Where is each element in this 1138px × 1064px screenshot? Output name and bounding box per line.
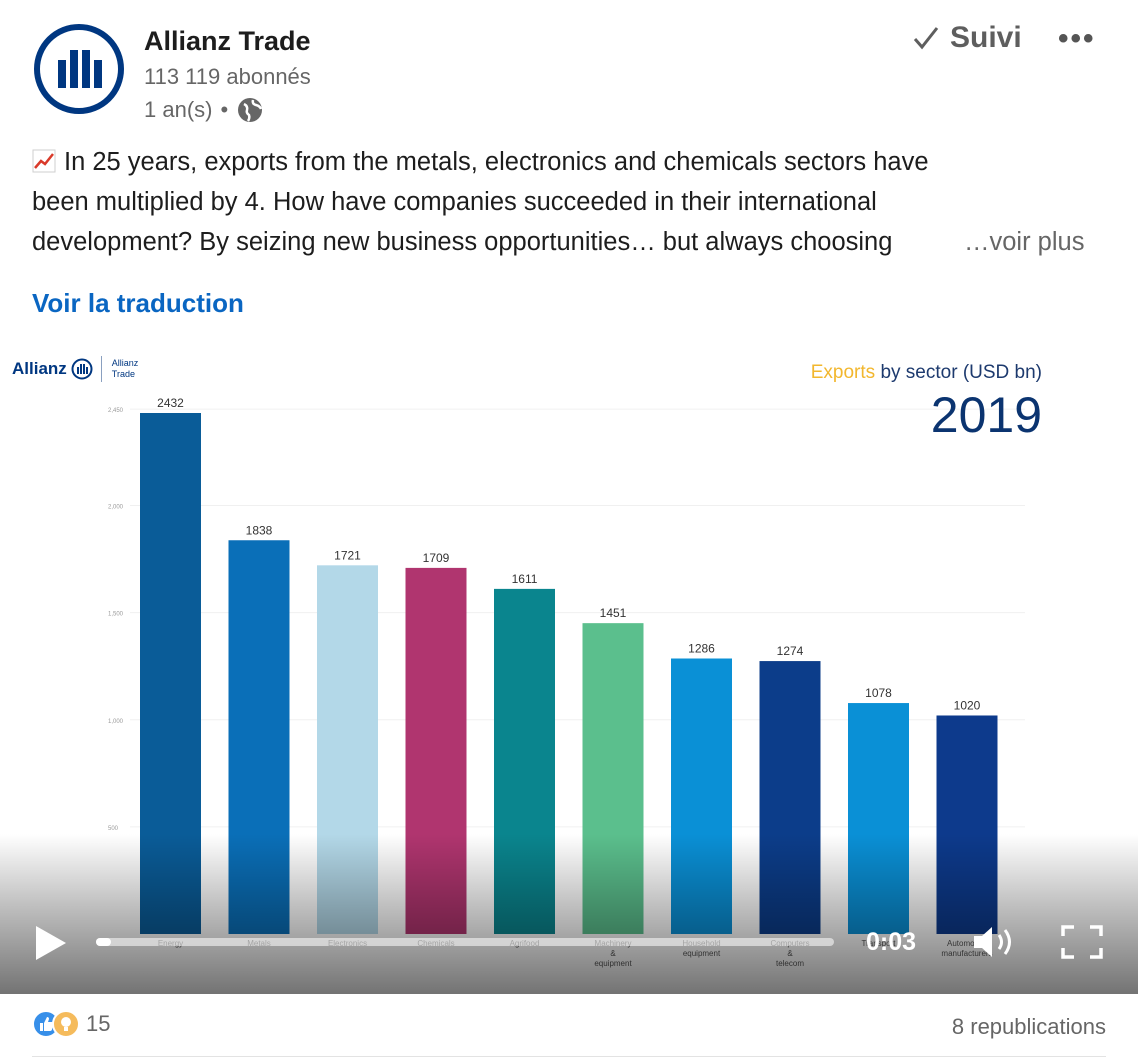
y-tick-label: 2,450 (108, 408, 124, 414)
bar (759, 661, 821, 934)
bar (228, 540, 290, 934)
bar-value-label: 1838 (246, 523, 273, 537)
volume-icon[interactable] (972, 924, 1016, 960)
y-tick-label: 1,000 (108, 719, 124, 725)
reactions-summary[interactable]: 15 (32, 1010, 110, 1038)
post-header: Allianz Trade 113 119 abonnés 1 an(s) • … (0, 0, 1138, 140)
bar (317, 565, 378, 934)
post-text-line-1: In 25 years, exports from the metals, el… (64, 148, 929, 176)
bar (848, 703, 909, 934)
bar (936, 715, 998, 934)
following-button[interactable]: Suivi (912, 18, 1022, 58)
post-footer: 15 8 republications (0, 994, 1138, 1064)
reaction-count: 15 (86, 1011, 111, 1036)
following-label: Suivi (950, 21, 1022, 54)
bar-value-label: 1611 (512, 572, 538, 586)
video-player[interactable]: 2,4502,0001,5001,0005002432Energy1838Met… (0, 334, 1138, 994)
allianz-logo-icon (58, 50, 102, 88)
bar (494, 588, 555, 934)
footer-divider (32, 1056, 1106, 1057)
bar (405, 567, 467, 934)
post-age: 1 an(s) (144, 97, 213, 122)
globe-icon (238, 98, 263, 122)
allianz-eagle-icon (71, 358, 93, 380)
post-text-line-3: development? By seizing new business opp… (32, 228, 893, 256)
lightbulb-icon (52, 1010, 80, 1038)
bar-value-label: 2432 (157, 396, 184, 410)
bar-value-label: 1286 (688, 642, 715, 656)
video-progress-bar[interactable] (96, 938, 834, 946)
bar (671, 658, 732, 934)
video-progress-fill (96, 938, 111, 946)
bar-value-label: 1020 (954, 698, 981, 712)
post-text-line-2: been multiplied by 4. How have companies… (32, 188, 877, 216)
chart-increasing-icon (32, 149, 56, 173)
chart-title: Exports by sector (USD bn) (811, 362, 1042, 384)
checkmark-icon (913, 27, 939, 50)
company-logo[interactable] (34, 24, 124, 114)
repost-count[interactable]: 8 republications (951, 1014, 1106, 1039)
post-text-line: In 25 years, exports from the metals, el… (32, 142, 1107, 182)
bar-value-label: 1451 (600, 606, 627, 620)
meta-separator: • (220, 97, 229, 122)
bar-value-label: 1078 (865, 686, 892, 700)
post-meta: 1 an(s) • (144, 96, 264, 124)
y-tick-label: 500 (108, 826, 119, 832)
chart-year: 2019 (930, 387, 1042, 443)
bar (582, 623, 644, 934)
more-options-button[interactable]: ••• (1058, 22, 1096, 55)
brand-wordmark: Allianz (12, 359, 67, 378)
see-more-link[interactable]: …voir plus (960, 222, 1085, 262)
brand-subtitle: Allianz Trade (112, 358, 139, 380)
y-tick-label: 1,500 (108, 612, 124, 618)
brand-sub-line-2: Trade (111, 369, 135, 379)
y-tick-label: 2,000 (108, 505, 124, 511)
see-translation-link[interactable]: Voir la traduction (32, 288, 244, 318)
post-text-line-3-container: development? By seizing new business opp… (32, 222, 1107, 262)
bar (140, 413, 201, 934)
brand-sub-line-1: Allianz (111, 358, 139, 368)
play-icon[interactable] (34, 924, 68, 962)
chart-title-rest: by sector (USD bn) (875, 362, 1042, 383)
brand-separator (100, 356, 102, 382)
video-brand-logo: Allianz Allianz Trade (12, 356, 138, 382)
fullscreen-icon[interactable] (1060, 924, 1104, 960)
bar-value-label: 1721 (334, 548, 361, 562)
chart-title-highlight: Exports (810, 362, 876, 383)
follower-count: 113 119 abonnés (144, 64, 311, 89)
video-time: 0:03 (866, 928, 917, 956)
bar-value-label: 1709 (423, 551, 450, 565)
post-text: In 25 years, exports from the metals, el… (32, 142, 1107, 262)
bar-value-label: 1274 (777, 644, 804, 658)
author-name[interactable]: Allianz Trade (144, 26, 311, 56)
